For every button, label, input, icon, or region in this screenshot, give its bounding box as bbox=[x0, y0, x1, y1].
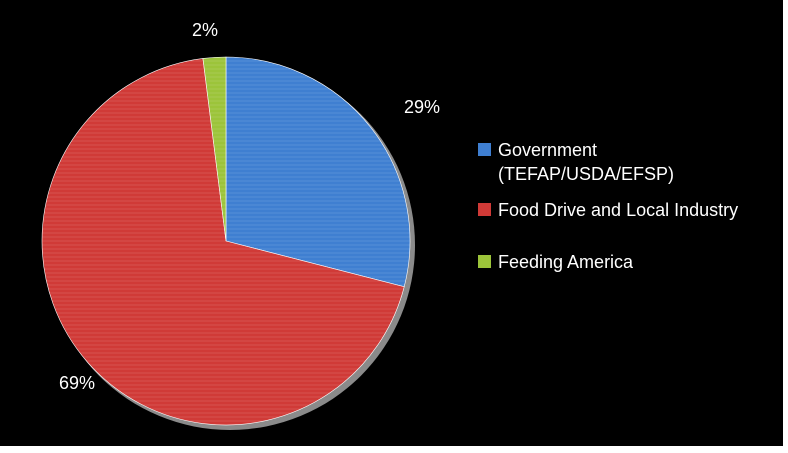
pie-slice-food-drive-texture bbox=[42, 58, 405, 425]
legend-label-government: Government (TEFAP/USDA/EFSP) bbox=[498, 140, 675, 184]
legend-item-feeding-america: Feeding America bbox=[478, 250, 788, 274]
legend-swatch-food-drive bbox=[478, 203, 491, 216]
data-label-feeding-america: 2% bbox=[192, 20, 219, 40]
data-label-food-drive: 69% bbox=[59, 373, 96, 393]
data-label-government: 29% bbox=[404, 97, 441, 117]
legend-swatch-feeding-america bbox=[478, 255, 491, 268]
pie-chart bbox=[41, 56, 415, 430]
legend-item-government: Government (TEFAP/USDA/EFSP) bbox=[478, 138, 788, 186]
chart-area: 29% 69% 2% Government (TEFAP/USDA/EFSP) … bbox=[0, 0, 783, 446]
legend-label-feeding-america: Feeding America bbox=[498, 252, 634, 272]
pie-slice-feeding-america-texture bbox=[202, 57, 226, 241]
pie-slice-government-texture bbox=[226, 57, 410, 287]
legend-label-food-drive: Food Drive and Local Industry bbox=[498, 200, 739, 220]
legend-item-food-drive: Food Drive and Local Industry bbox=[478, 198, 788, 222]
pie-slices bbox=[41, 56, 411, 426]
legend-swatch-government bbox=[478, 143, 491, 156]
legend: Government (TEFAP/USDA/EFSP) Food Drive … bbox=[478, 138, 788, 286]
